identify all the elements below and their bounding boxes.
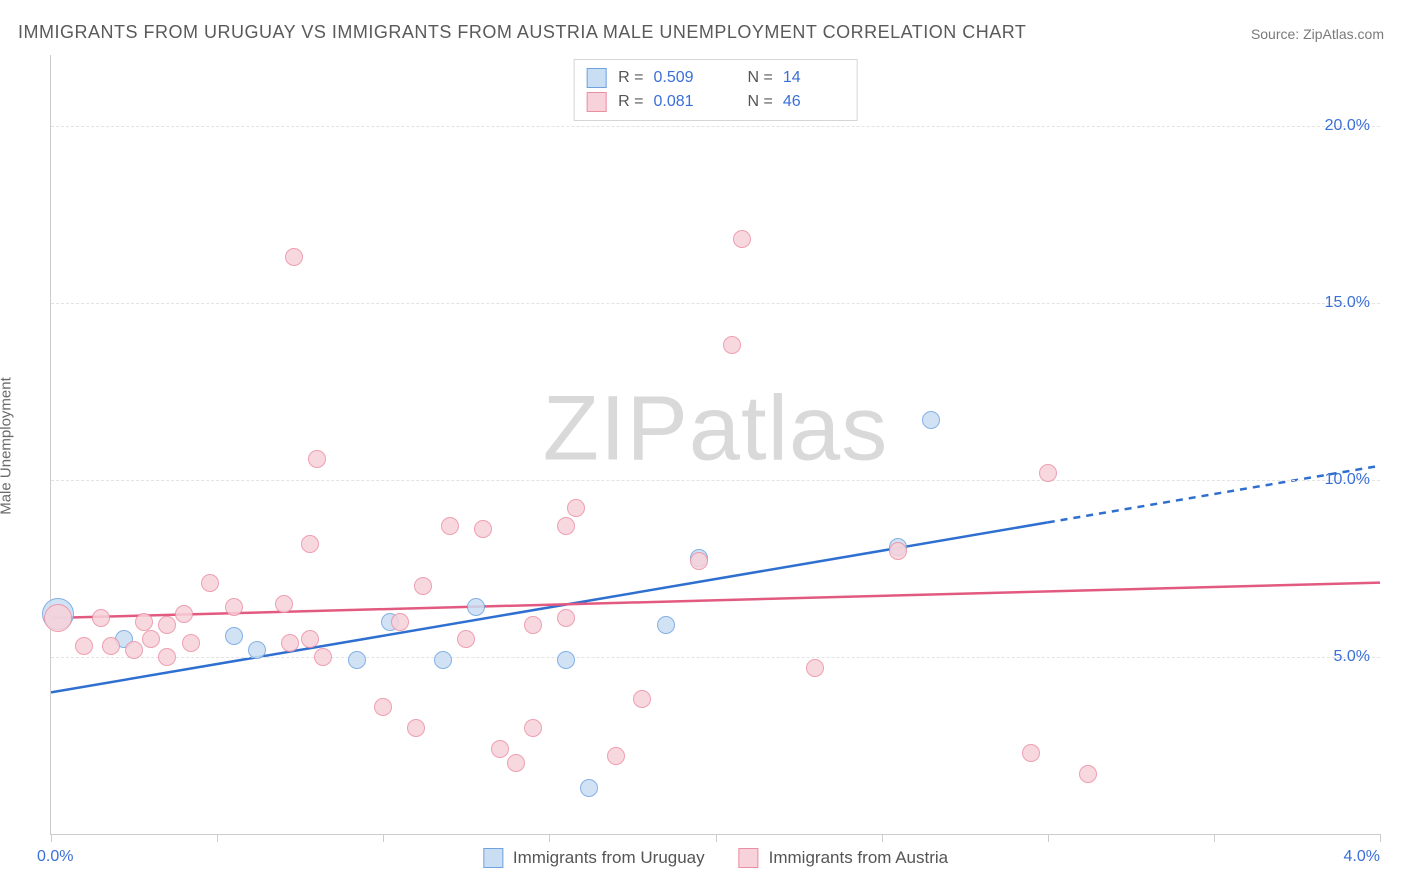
y-tick-label: 20.0% [1325,117,1370,135]
legend-series-name-austria: Immigrants from Austria [769,848,949,868]
data-point-austria [557,609,575,627]
correlation-legend: R = 0.509 N = 14 R = 0.081 N = 46 [573,59,858,121]
gridline-h [51,480,1380,481]
x-axis-max-label: 4.0% [1344,848,1380,866]
legend-r-value-uruguay: 0.509 [654,66,712,90]
data-point-austria [281,634,299,652]
data-point-austria [391,613,409,631]
legend-item-austria: Immigrants from Austria [739,848,949,868]
y-tick-label: 5.0% [1334,648,1370,666]
data-point-austria [723,336,741,354]
data-point-austria [733,230,751,248]
data-point-austria [92,609,110,627]
data-point-austria [414,577,432,595]
legend-n-value-austria: 46 [783,90,841,114]
data-point-uruguay [434,651,452,669]
legend-r-label: R = [618,90,643,114]
data-point-austria [182,634,200,652]
x-axis-min-label: 0.0% [37,848,73,866]
x-tick [383,834,384,842]
legend-swatch-austria [586,92,606,112]
data-point-austria [407,719,425,737]
y-tick-label: 15.0% [1325,294,1370,312]
x-tick [716,834,717,842]
x-tick [549,834,550,842]
data-point-austria [557,517,575,535]
data-point-austria [175,605,193,623]
data-point-austria [474,520,492,538]
data-point-austria [314,648,332,666]
data-point-uruguay [922,411,940,429]
source-attribution: Source: ZipAtlas.com [1251,26,1384,42]
legend-n-value-uruguay: 14 [783,66,841,90]
data-point-austria [567,499,585,517]
x-tick [1380,834,1381,842]
trend-lines-layer [51,55,1380,834]
legend-swatch-austria [739,848,759,868]
data-point-austria [690,552,708,570]
data-point-austria [285,248,303,266]
series-legend: Immigrants from Uruguay Immigrants from A… [483,848,948,868]
data-point-austria [142,630,160,648]
data-point-austria [806,659,824,677]
data-point-austria [75,637,93,655]
data-point-uruguay [348,651,366,669]
legend-n-label: N = [748,66,773,90]
data-point-austria [301,535,319,553]
data-point-uruguay [657,616,675,634]
y-axis-label-container: Male Unemployment [0,308,15,446]
data-point-austria [889,542,907,560]
data-point-austria [1039,464,1057,482]
x-tick [1214,834,1215,842]
data-point-austria [507,754,525,772]
x-tick [1048,834,1049,842]
data-point-austria [102,637,120,655]
y-axis-label: Male Unemployment [0,377,15,515]
data-point-austria [308,450,326,468]
data-point-austria [607,747,625,765]
x-tick [882,834,883,842]
gridline-h [51,303,1380,304]
data-point-uruguay [557,651,575,669]
data-point-austria [158,648,176,666]
data-point-uruguay [248,641,266,659]
data-point-austria [201,574,219,592]
x-tick [217,834,218,842]
data-point-austria [225,598,243,616]
legend-row-uruguay: R = 0.509 N = 14 [586,66,841,90]
data-point-austria [125,641,143,659]
data-point-austria [1022,744,1040,762]
legend-r-label: R = [618,66,643,90]
data-point-austria [524,616,542,634]
gridline-h [51,126,1380,127]
legend-item-uruguay: Immigrants from Uruguay [483,848,705,868]
chart-plot-area: ZIPatlas R =0.509N =14R =0.081N =46 Immi… [50,55,1380,835]
data-point-austria [491,740,509,758]
x-tick [51,834,52,842]
data-point-austria [457,630,475,648]
trendline-austria [51,583,1380,618]
gridline-h [51,657,1380,658]
legend-swatch-uruguay [586,68,606,88]
data-point-uruguay [225,627,243,645]
data-point-austria [524,719,542,737]
data-point-austria [441,517,459,535]
legend-row-austria: R = 0.081 N = 46 [586,90,841,114]
data-point-austria [633,690,651,708]
data-point-austria [44,604,72,632]
legend-swatch-uruguay [483,848,503,868]
data-point-austria [1079,765,1097,783]
data-point-austria [135,613,153,631]
y-tick-label: 10.0% [1325,471,1370,489]
data-point-uruguay [467,598,485,616]
data-point-austria [158,616,176,634]
legend-series-name-uruguay: Immigrants from Uruguay [513,848,705,868]
data-point-uruguay [580,779,598,797]
legend-r-value-austria: 0.081 [654,90,712,114]
legend-n-label: N = [748,90,773,114]
data-point-austria [301,630,319,648]
chart-title: IMMIGRANTS FROM URUGUAY VS IMMIGRANTS FR… [18,22,1026,43]
data-point-austria [275,595,293,613]
data-point-austria [374,698,392,716]
